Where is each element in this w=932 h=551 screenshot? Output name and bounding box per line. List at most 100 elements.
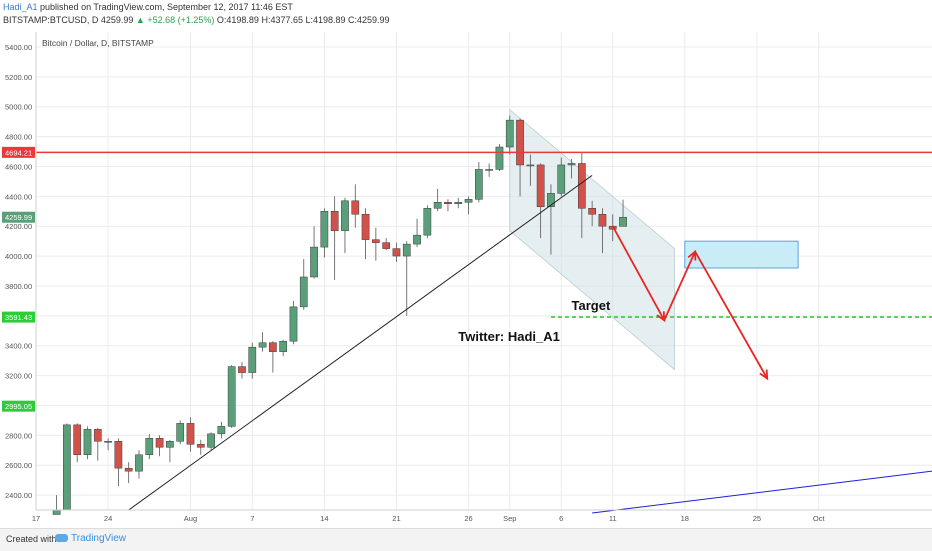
y-tick-label: 4600.00: [5, 162, 32, 171]
price-label-box: [2, 400, 35, 412]
candle-body: [495, 146, 504, 170]
y-tick-label: 2600.00: [5, 461, 32, 470]
candle-body: [207, 433, 215, 448]
candle-body: [176, 423, 185, 442]
trendline: [592, 470, 932, 514]
author-link[interactable]: Hadi_A1: [3, 2, 38, 12]
y-tick-label: 5200.00: [5, 73, 32, 82]
y-tick-label: 2400.00: [5, 491, 32, 500]
candle-body: [73, 424, 82, 455]
price-label-text: 3591.43: [5, 313, 32, 322]
trendline: [128, 174, 593, 511]
annotation-text: Twitter: Hadi_A1: [458, 329, 560, 344]
x-tick-label: 26: [464, 514, 472, 523]
x-tick-label: 18: [681, 514, 689, 523]
projection-arrow: [663, 251, 696, 321]
y-tick-label: 2800.00: [5, 431, 32, 440]
y-tick-label: 4800.00: [5, 133, 32, 142]
candle-body: [310, 246, 318, 278]
x-tick-label: 25: [753, 514, 761, 523]
annotations-back: [509, 108, 799, 371]
tradingview-text: TradingView: [71, 533, 127, 544]
publish-info: Hadi_A1 published on TradingView.com, Se…: [3, 2, 293, 12]
candle-body: [382, 242, 391, 249]
candle-body: [248, 346, 257, 373]
x-tick-label: 6: [559, 514, 563, 523]
candle-body: [423, 208, 432, 236]
grid: [35, 32, 932, 510]
candle-body: [83, 429, 92, 455]
candle-body: [124, 467, 133, 472]
price-label-text: 4259.99: [5, 213, 32, 222]
projection-arrow: [611, 225, 666, 321]
y-tick-label: 3200.00: [5, 372, 32, 381]
candle-body: [52, 509, 61, 515]
footer: Created with TradingView: [0, 528, 932, 551]
candle-body: [351, 200, 360, 215]
candle-body: [155, 438, 164, 448]
created-with-label: Created with: [6, 534, 57, 544]
x-tick-label: Sep: [503, 514, 516, 523]
x-tick-label: Oct: [813, 514, 826, 523]
x-tick-label: 11: [609, 514, 617, 523]
candle-body: [577, 163, 586, 209]
candle-body: [547, 193, 555, 208]
tradingview-logo-icon: [55, 534, 68, 543]
candle-body: [557, 164, 566, 194]
candle-body: [444, 202, 452, 205]
projection-arrowhead: [759, 369, 769, 381]
price-label-text: 4694.21: [5, 148, 32, 157]
candle-body: [289, 306, 298, 342]
price-axis[interactable]: 2400.002600.002800.003000.003200.003400.…: [0, 32, 37, 510]
candle-body: [258, 342, 267, 348]
price-chart[interactable]: Target Twitter: Hadi_A1 2400.00 2600.00 280…: [0, 0, 932, 528]
candle-body: [135, 454, 143, 472]
plot-area: [36, 32, 932, 510]
candle-body: [567, 163, 576, 166]
annotations-front: Target Twitter: Hadi_A1: [5, 151, 932, 514]
candle-body: [63, 424, 71, 511]
candle-body: [464, 199, 473, 203]
published-text: published on TradingView.com, September …: [37, 2, 293, 12]
candle-body: [372, 239, 380, 243]
symbol-info: BITSTAMP:BTCUSD, D 4259.99 ▲ +52.68 (+1.…: [3, 15, 390, 25]
resistance-zone: [684, 240, 799, 269]
bearish-channel: [509, 108, 675, 371]
x-tick-label: 7: [250, 514, 254, 523]
tradingview-brand[interactable]: TradingView: [55, 533, 126, 544]
price-label-box: [2, 311, 35, 323]
candle-body: [166, 441, 174, 448]
candle-body: [361, 213, 370, 240]
candle-body: [402, 243, 411, 257]
candle-body: [598, 213, 607, 227]
y-tick-label: 5400.00: [5, 43, 32, 52]
candle-body: [227, 366, 236, 427]
price-label-box: [2, 211, 35, 223]
candle-body: [186, 423, 195, 445]
candle-body: [433, 202, 442, 209]
y-tick-label: 3800.00: [5, 282, 32, 291]
candle-body: [145, 438, 154, 455]
y-tick-label: 5000.00: [5, 103, 32, 112]
candle-body: [320, 211, 329, 248]
chart-header: Hadi_A1 published on TradingView.com, Se…: [0, 0, 932, 32]
annotation-text: Target: [572, 298, 611, 313]
candle-body: [217, 426, 226, 435]
candle-body: [238, 366, 246, 373]
y-tick-label: 4000.00: [5, 252, 32, 261]
candle-body: [619, 216, 627, 227]
candle-body: [505, 119, 514, 148]
x-tick-label: 21: [392, 514, 400, 523]
symbol-label: BITSTAMP:BTCUSD, D: [3, 15, 99, 25]
time-axis[interactable]: 17 24 Aug 7 14 21 26 Sep 6 11 18 25 Oct: [32, 509, 932, 523]
candle-body: [474, 169, 483, 200]
candle-body: [299, 276, 308, 308]
candle-body: [93, 429, 102, 442]
price-change: ▲ +52.68 (+1.25%): [135, 15, 215, 25]
candle-body: [536, 164, 545, 208]
candle-body: [392, 248, 401, 257]
candle-body: [588, 208, 596, 215]
candle-body: [279, 340, 288, 352]
ohlc-values: O:4198.89 H:4377.65 L:4198.89 C:4259.99: [216, 15, 390, 25]
candle-body: [269, 342, 277, 352]
